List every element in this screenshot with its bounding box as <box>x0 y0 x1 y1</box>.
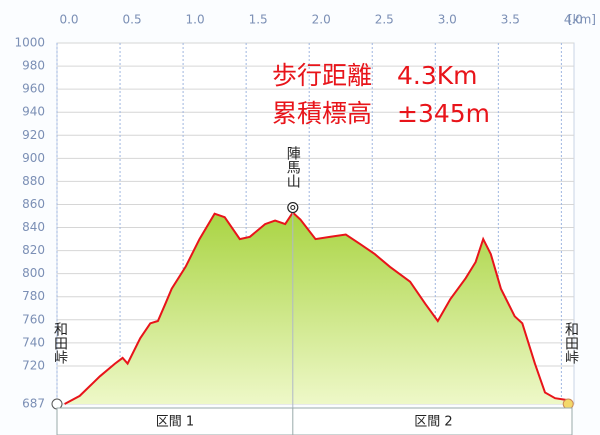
y-tick-label: 760 <box>22 312 45 326</box>
end-label: 和田峠 <box>563 322 579 364</box>
y-tick-label: 960 <box>22 82 45 96</box>
peak-label: 陣馬山 <box>285 146 301 188</box>
y-tick-label: 980 <box>22 59 45 73</box>
segment-label: 区間 1 <box>156 415 194 430</box>
y-tick-label: 860 <box>22 197 45 211</box>
area-fill <box>64 212 571 404</box>
y-tick-label: 780 <box>22 289 45 303</box>
profile-line <box>64 210 571 405</box>
y-tick-label: 880 <box>22 174 45 188</box>
x-tick-label: 0.5 <box>123 13 142 27</box>
y-tick-label: 920 <box>22 128 45 142</box>
y-tick-label: 900 <box>22 151 45 165</box>
y-tick-label: 720 <box>22 358 45 372</box>
start-label: 和田峠 <box>52 322 68 364</box>
x-tick-label: 1.0 <box>186 13 205 27</box>
info-text: 歩行距離 4.3Km <box>272 61 478 90</box>
x-tick-label: 2.5 <box>375 13 394 27</box>
y-tick-label: 1000 <box>14 36 45 50</box>
x-tick-label: 1.5 <box>249 13 268 27</box>
y-tick-label: 687 <box>22 397 45 411</box>
segment-label: 区間 2 <box>414 415 452 430</box>
x-tick-label: 2.0 <box>312 13 331 27</box>
x-tick-label: 4.0 <box>564 13 583 27</box>
y-tick-label: 940 <box>22 105 45 119</box>
y-tick-label: 800 <box>22 266 45 280</box>
x-tick-label: 3.5 <box>501 13 520 27</box>
y-tick-label: 840 <box>22 220 45 234</box>
x-tick-label: 3.0 <box>438 13 457 27</box>
peak-marker <box>287 201 299 214</box>
info-text: 累積標高 ±345m <box>272 99 490 128</box>
y-tick-label: 740 <box>22 335 45 349</box>
peak-marker-inner <box>290 205 296 211</box>
y-tick-label: 820 <box>22 243 45 257</box>
x-unit: [km] <box>568 13 596 27</box>
x-tick-label: 0.0 <box>59 13 78 27</box>
segment-band <box>56 407 573 435</box>
